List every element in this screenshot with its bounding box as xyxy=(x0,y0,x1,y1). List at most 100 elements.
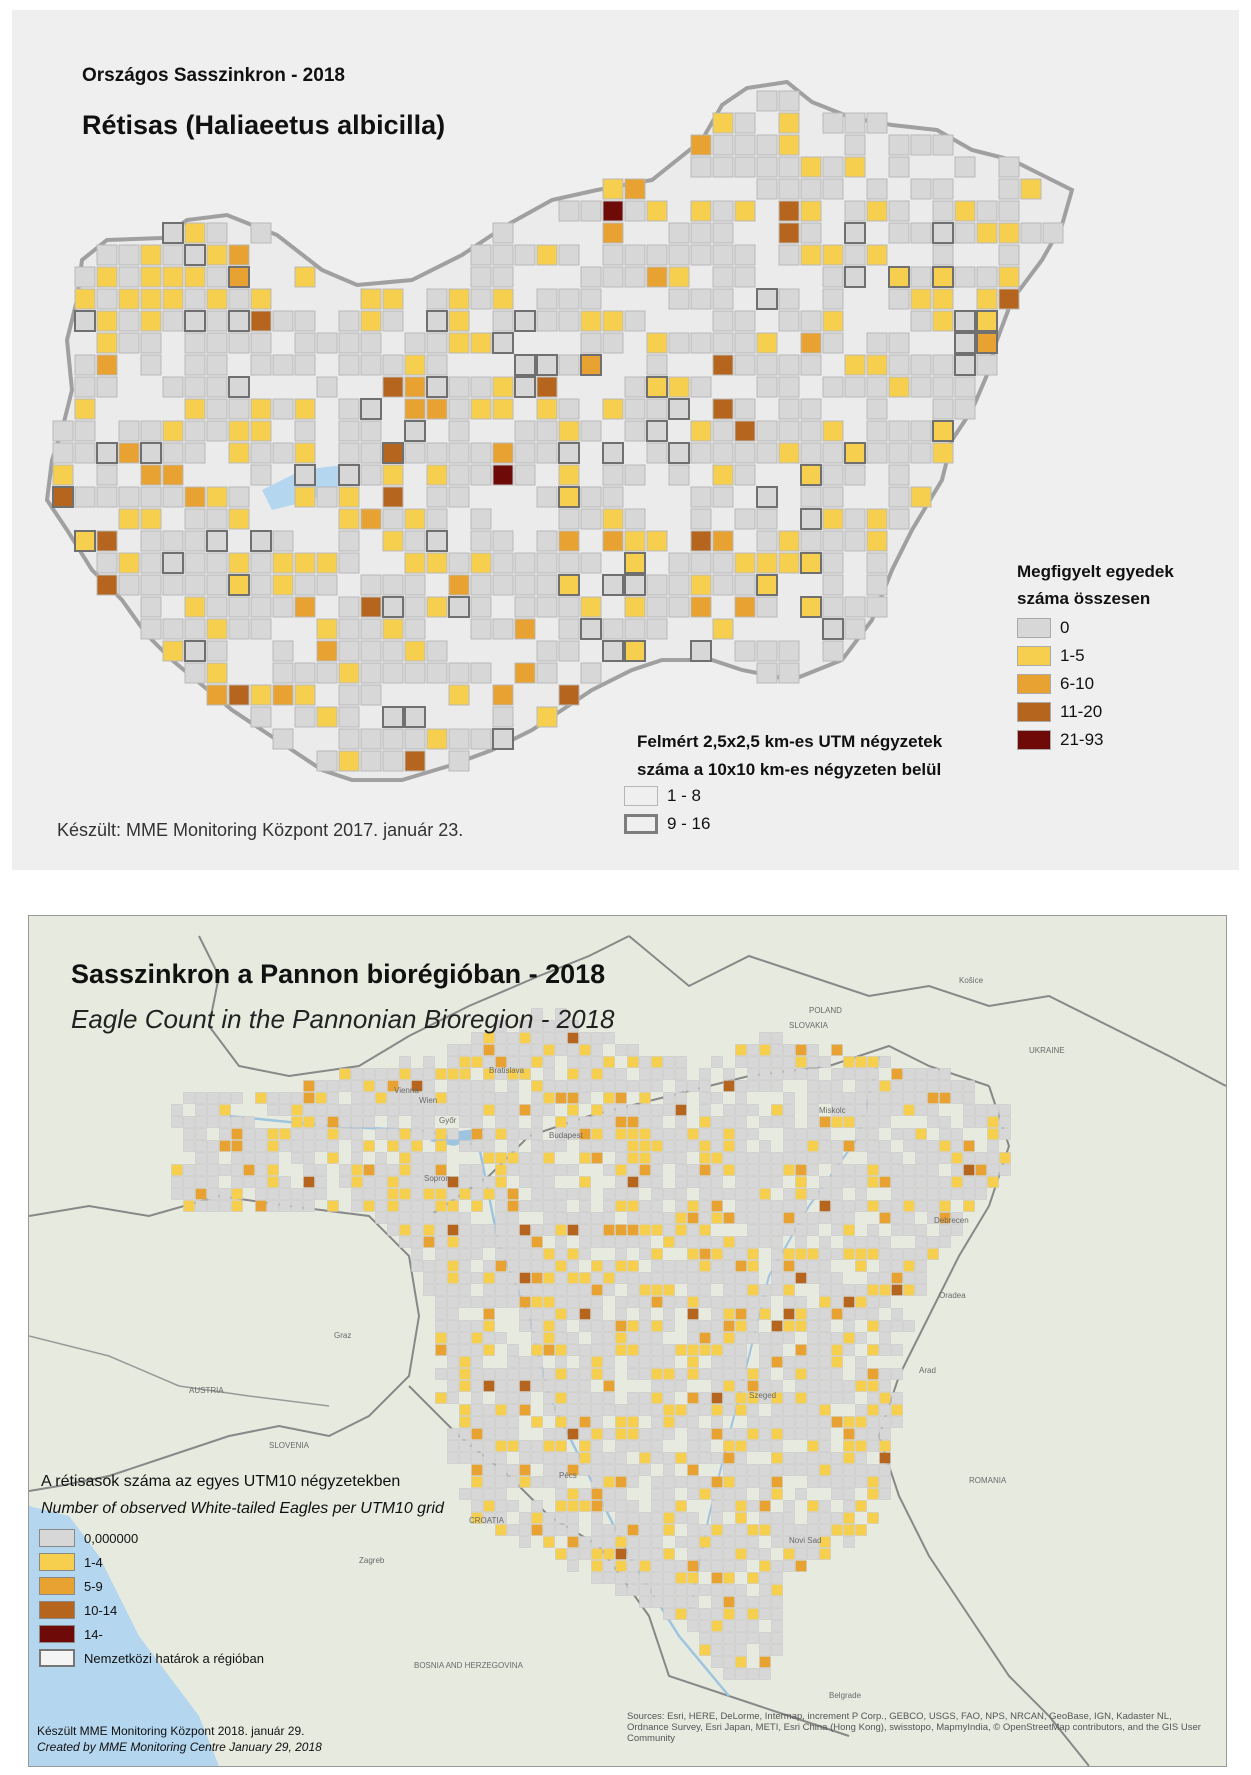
grid-cell xyxy=(711,1056,723,1068)
grid-cell xyxy=(675,1500,687,1512)
grid-cell xyxy=(555,1212,567,1224)
grid-cell xyxy=(471,1392,483,1404)
grid-cell xyxy=(822,288,844,310)
grid-cell xyxy=(879,1272,891,1284)
grid-cell xyxy=(483,1236,495,1248)
grid-cell xyxy=(690,574,712,596)
grid-cell xyxy=(267,1092,279,1104)
grid-cell xyxy=(579,1080,591,1092)
grid-cell xyxy=(639,1308,651,1320)
grid-cell xyxy=(267,1140,279,1152)
grid-cell xyxy=(675,1140,687,1152)
grid-cell xyxy=(771,1476,783,1488)
grid-cell xyxy=(734,156,756,178)
grid-cell xyxy=(579,1404,591,1416)
grid-cell xyxy=(492,530,514,552)
grid-cell xyxy=(723,1368,735,1380)
grid-cell xyxy=(426,464,448,486)
grid-cell xyxy=(627,1512,639,1524)
grid-cell xyxy=(423,1200,435,1212)
grid-cell xyxy=(602,574,624,596)
grid-cell xyxy=(910,266,932,288)
grid-cell xyxy=(171,1104,183,1116)
grid-cell xyxy=(888,156,910,178)
grid-cell xyxy=(162,288,184,310)
grid-cell xyxy=(495,1284,507,1296)
grid-cell xyxy=(734,112,756,134)
grid-cell xyxy=(615,1044,627,1056)
grid-cell xyxy=(294,596,316,618)
legend-swatch xyxy=(39,1553,75,1571)
grid-cell xyxy=(687,1560,699,1572)
grid-cell xyxy=(483,1416,495,1428)
grid-cell xyxy=(531,1356,543,1368)
grid-cell xyxy=(231,1164,243,1176)
grid-cell xyxy=(795,1416,807,1428)
grid-cell xyxy=(459,1248,471,1260)
grid-cell xyxy=(140,288,162,310)
grid-cell xyxy=(243,1116,255,1128)
grid-cell xyxy=(699,1176,711,1188)
grid-cell xyxy=(483,1368,495,1380)
grid-cell xyxy=(338,728,360,750)
grid-cell xyxy=(675,1212,687,1224)
grid-cell xyxy=(663,1428,675,1440)
grid-cell xyxy=(903,1128,915,1140)
grid-cell xyxy=(963,1188,975,1200)
grid-cell xyxy=(819,1320,831,1332)
grid-cell xyxy=(74,486,96,508)
grid-cell xyxy=(470,596,492,618)
grid-cell xyxy=(579,1284,591,1296)
grid-cell xyxy=(903,1176,915,1188)
grid-cell xyxy=(603,1332,615,1344)
grid-cell xyxy=(844,112,866,134)
grid-cell xyxy=(975,1116,987,1128)
grid-cell xyxy=(711,1452,723,1464)
grid-cell xyxy=(519,1152,531,1164)
grid-cell xyxy=(747,1284,759,1296)
grid-cell xyxy=(747,1164,759,1176)
grid-cell xyxy=(699,1620,711,1632)
grid-cell xyxy=(228,596,250,618)
grid-cell xyxy=(867,1284,879,1296)
grid-cell xyxy=(219,1116,231,1128)
grid-cell xyxy=(118,244,140,266)
grid-cell xyxy=(735,1176,747,1188)
grid-cell xyxy=(903,1188,915,1200)
grid-cell xyxy=(822,640,844,662)
grid-cell xyxy=(668,266,690,288)
grid-cell xyxy=(294,442,316,464)
grid-cell xyxy=(591,1152,603,1164)
grid-cell xyxy=(819,1500,831,1512)
grid-cell xyxy=(795,1488,807,1500)
grid-cell xyxy=(567,1044,579,1056)
grid-cell xyxy=(382,288,404,310)
grid-cell xyxy=(951,1080,963,1092)
grid-cell xyxy=(507,1032,519,1044)
grid-cell xyxy=(399,1152,411,1164)
grid-cell xyxy=(255,1140,267,1152)
grid-cell xyxy=(627,1176,639,1188)
grid-cell xyxy=(448,376,470,398)
grid-cell xyxy=(771,1056,783,1068)
grid-cell xyxy=(735,1476,747,1488)
grid-cell xyxy=(807,1500,819,1512)
grid-cell xyxy=(819,1344,831,1356)
grid-cell xyxy=(435,1212,447,1224)
grid-cell xyxy=(492,442,514,464)
grid-cell xyxy=(639,1452,651,1464)
grid-cell xyxy=(951,1140,963,1152)
grid-cell xyxy=(267,1188,279,1200)
map1-credit: Készült: MME Monitoring Központ 2017. ja… xyxy=(57,820,464,840)
grid-cell xyxy=(800,552,822,574)
grid-cell xyxy=(514,552,536,574)
grid-cell xyxy=(783,1164,795,1176)
grid-cell xyxy=(711,1584,723,1596)
grid-cell xyxy=(360,640,382,662)
grid-cell xyxy=(426,442,448,464)
grid-cell xyxy=(627,1224,639,1236)
grid-cell xyxy=(483,1296,495,1308)
grid-cell xyxy=(819,1092,831,1104)
grid-cell xyxy=(615,1260,627,1272)
grid-cell xyxy=(891,1152,903,1164)
